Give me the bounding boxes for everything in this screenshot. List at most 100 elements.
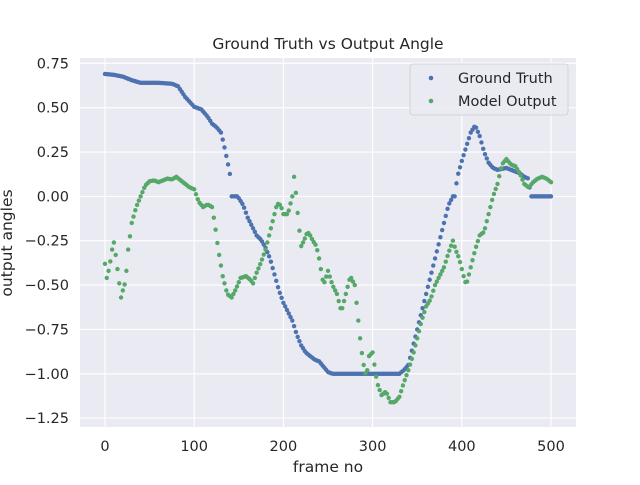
data-point	[106, 268, 111, 274]
data-point	[420, 305, 425, 311]
y-tick-label: −0.50	[25, 278, 69, 294]
data-point	[252, 275, 258, 281]
data-point	[218, 263, 224, 268]
data-point	[332, 288, 338, 293]
data-point	[340, 305, 345, 311]
data-point	[397, 394, 402, 400]
data-point	[127, 234, 133, 239]
data-point	[191, 187, 197, 192]
data-point	[361, 362, 366, 368]
data-point	[227, 171, 233, 177]
data-point	[525, 176, 531, 181]
data-point	[211, 215, 217, 220]
data-point	[431, 263, 436, 268]
data-point	[220, 137, 225, 142]
data-point	[407, 362, 413, 367]
data-point	[277, 202, 283, 207]
data-point	[272, 211, 277, 217]
data-point	[117, 281, 122, 286]
x-tick-label: 0	[100, 439, 109, 455]
data-point	[377, 387, 382, 393]
data-point	[291, 324, 297, 329]
y-tick-label: 0.50	[37, 101, 69, 117]
data-point	[375, 382, 381, 388]
data-point	[252, 229, 258, 235]
data-point	[484, 219, 489, 224]
data-point	[233, 288, 238, 293]
data-point	[109, 247, 115, 252]
data-point	[429, 294, 434, 299]
data-point	[229, 295, 234, 300]
data-point	[325, 268, 331, 274]
data-point	[459, 158, 465, 164]
data-point	[357, 336, 363, 341]
data-point	[327, 274, 332, 279]
data-point	[427, 277, 432, 282]
data-point	[293, 329, 299, 335]
data-point	[356, 318, 361, 323]
data-point	[195, 197, 200, 202]
data-point	[370, 350, 375, 355]
data-point	[268, 226, 274, 231]
data-point	[288, 314, 293, 320]
data-point	[133, 208, 138, 213]
data-point	[406, 368, 411, 373]
data-point	[108, 259, 113, 264]
data-point	[281, 300, 286, 306]
data-point	[452, 194, 457, 199]
data-point	[422, 298, 427, 304]
data-point	[402, 377, 407, 383]
data-point	[224, 153, 229, 159]
data-point	[256, 266, 261, 271]
data-point	[439, 227, 445, 233]
data-point	[122, 282, 127, 287]
data-point	[315, 247, 320, 253]
legend-marker-ground-truth	[428, 75, 434, 81]
data-point	[400, 383, 406, 388]
data-point	[258, 261, 263, 267]
data-point	[120, 288, 126, 293]
data-point	[331, 284, 336, 290]
data-point	[272, 272, 277, 277]
data-point	[456, 254, 461, 259]
data-point	[398, 388, 404, 394]
data-point	[425, 284, 431, 290]
data-point	[470, 258, 475, 263]
data-point	[420, 315, 425, 320]
data-point	[334, 291, 340, 297]
data-point	[216, 252, 222, 258]
data-point	[468, 265, 473, 270]
data-point	[445, 253, 450, 259]
data-point	[124, 268, 129, 274]
data-point	[481, 230, 486, 235]
y-axis-label: output angles	[0, 189, 16, 296]
data-point	[411, 350, 416, 355]
data-point	[429, 270, 434, 275]
data-point	[482, 226, 488, 231]
data-point	[136, 198, 142, 203]
data-point	[416, 329, 422, 334]
data-point	[427, 298, 432, 303]
data-point	[270, 219, 275, 224]
data-point	[441, 265, 447, 270]
x-tick-label: 100	[180, 439, 208, 455]
data-point	[434, 279, 440, 284]
data-point	[439, 268, 445, 274]
data-point	[432, 256, 438, 261]
data-point	[213, 227, 218, 232]
data-point	[484, 156, 489, 161]
data-point	[436, 242, 441, 247]
data-point	[459, 266, 465, 272]
data-point	[448, 197, 454, 203]
data-point	[336, 298, 341, 304]
data-point	[466, 272, 472, 277]
data-point	[486, 211, 491, 217]
data-point	[373, 374, 379, 379]
data-point	[222, 145, 227, 150]
data-point	[324, 274, 329, 279]
y-ticks: −1.25 −1.00 −0.75 −0.50 −0.25 0.00 0.25 0.50 0.7…	[25, 56, 69, 427]
y-tick-label: 0.25	[37, 145, 69, 161]
data-point	[218, 130, 224, 135]
data-point	[548, 179, 554, 185]
data-point	[224, 288, 229, 293]
